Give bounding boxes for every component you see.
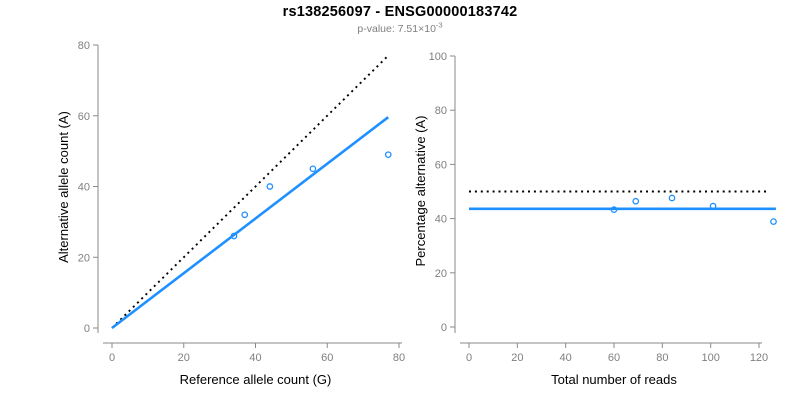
data-point [770, 218, 777, 225]
y-tick-label: 0 [84, 323, 90, 335]
pvalue-text: p-value: 7.51×10 [357, 23, 436, 35]
x-tick-label: 100 [701, 352, 719, 364]
y-tick-label: 20 [435, 268, 447, 280]
data-point [230, 232, 238, 240]
x-tick-label: 20 [511, 352, 523, 364]
data-point [709, 202, 717, 210]
x-axis-title: Reference allele count (G) [180, 372, 332, 387]
x-tick-label: 20 [178, 352, 190, 364]
data-point [632, 197, 640, 205]
fit-line [111, 116, 390, 330]
data-point [610, 206, 618, 214]
y-tick-label: 60 [78, 111, 90, 123]
x-tick-label: 0 [109, 352, 115, 364]
data-point [309, 165, 317, 173]
data-point [384, 151, 392, 159]
right-plot: 0 20 40 60 80 100 120 0 20 40 60 80 100 Total number … [413, 51, 777, 387]
y-tick-label: 100 [429, 51, 447, 63]
y-tick-label: 60 [435, 159, 447, 171]
x-tick-label: 0 [466, 352, 472, 364]
y-tick-label: 40 [78, 182, 90, 194]
x-tick-label: 80 [393, 352, 405, 364]
pvalue-exponent: -3 [435, 20, 443, 30]
x-tick-label: 60 [321, 352, 333, 364]
identity-line [111, 54, 389, 329]
y-tick-label: 40 [435, 214, 447, 226]
x-tick-label: 40 [560, 352, 572, 364]
x-tick-label: 120 [750, 352, 768, 364]
left-plot: 0 20 40 60 80 0 20 40 60 80 Reference allele count… [56, 40, 405, 387]
y-tick-label: 20 [78, 252, 90, 264]
plot-title: rs138256097 - ENSG00000183742 [282, 4, 518, 20]
y-tick-label: 0 [441, 322, 447, 334]
data-point [241, 211, 249, 219]
x-axis-title: Total number of reads [551, 372, 677, 387]
x-tick-label: 60 [608, 352, 620, 364]
data-point [668, 194, 676, 202]
plot-subtitle: p-value: 7.51×10-3 [0, 20, 800, 35]
y-tick-label: 80 [435, 105, 447, 117]
x-tick-label: 80 [656, 352, 668, 364]
y-tick-label: 80 [78, 40, 90, 52]
y-axis-title: Alternative allele count (A) [56, 111, 71, 263]
data-point [266, 183, 274, 190]
y-axis-title: Percentage alternative (A) [413, 115, 428, 266]
x-tick-label: 40 [249, 352, 261, 364]
